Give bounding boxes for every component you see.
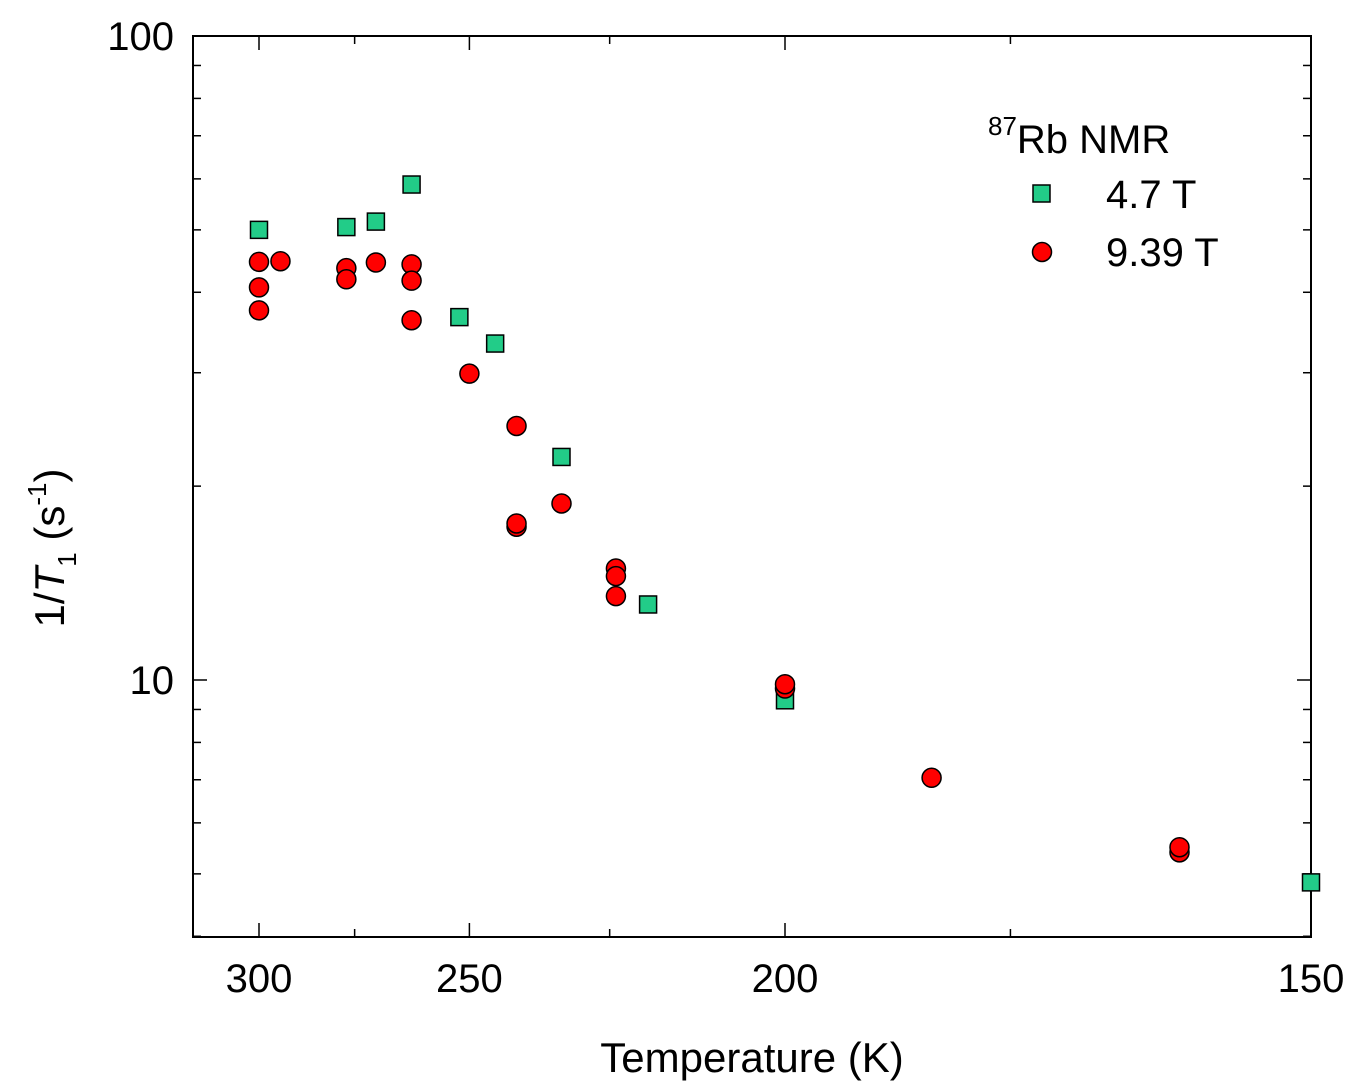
plot-frame	[192, 35, 1312, 938]
data-point-circle	[401, 309, 422, 331]
legend-label-4-7-t: 4.7 T	[1106, 173, 1196, 217]
legend: 87Rb NMR 4.7 T 9.39 T	[988, 111, 1219, 275]
data-point-square	[337, 217, 356, 237]
y-axis-title: 1/T1 (s-1)	[22, 469, 82, 628]
data-point-square	[552, 447, 571, 467]
axis-ticks	[193, 35, 1312, 938]
x-tick-label: 250	[436, 957, 503, 1001]
data-point-circle	[365, 252, 387, 273]
legend-marker-circle	[1031, 241, 1053, 263]
data-point-circle	[605, 565, 627, 587]
data-point-circle	[248, 277, 270, 298]
data-point-circle	[506, 415, 527, 437]
legend-marker-square	[1032, 184, 1051, 203]
data-point-circle	[336, 269, 357, 290]
data-point-square	[249, 220, 269, 240]
data-point-circle	[248, 251, 270, 273]
data-point-circle	[921, 767, 942, 789]
data-point-circle	[551, 493, 572, 514]
axis-tick-labels: 300 250 200 150 10 100	[107, 15, 1344, 1001]
x-axis-title: Temperature (K)	[600, 1034, 903, 1081]
data-point-circle	[270, 250, 291, 272]
data-point-square	[485, 334, 505, 353]
legend-title: 87Rb NMR	[988, 111, 1170, 162]
data-point-circle	[774, 673, 796, 695]
data-point-circle	[401, 270, 422, 291]
data-point-square	[402, 175, 421, 194]
y-tick-label: 10	[130, 659, 175, 703]
data-point-circle	[459, 363, 480, 384]
x-tick-label: 300	[226, 957, 293, 1001]
x-tick-label: 150	[1278, 957, 1345, 1001]
data-point-circle	[605, 585, 627, 607]
data-point-square	[450, 307, 469, 327]
legend-label-9-39-t: 9.39 T	[1106, 231, 1219, 275]
x-tick-label: 200	[752, 957, 819, 1001]
y-tick-label: 100	[107, 15, 174, 59]
data-point-circle	[248, 300, 270, 321]
data-point-square	[366, 212, 386, 231]
data-point-square	[638, 595, 658, 614]
data-points	[248, 175, 1321, 892]
data-point-circle	[506, 513, 527, 534]
data-point-square	[1301, 873, 1321, 892]
data-point-circle	[1169, 836, 1190, 858]
